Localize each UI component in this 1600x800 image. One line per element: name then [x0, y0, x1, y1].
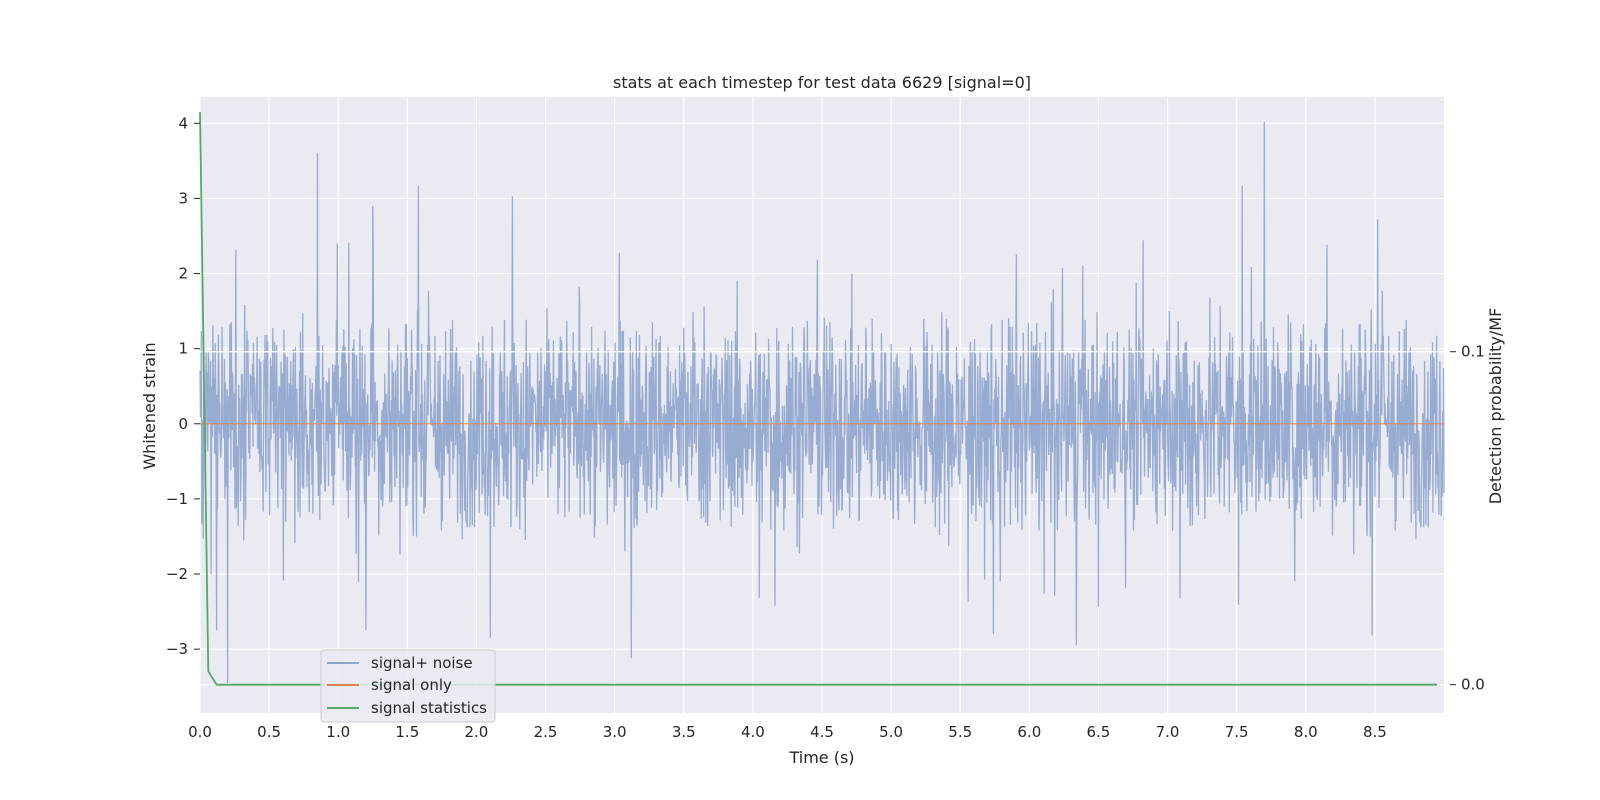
x-tick-label: 1.5	[395, 723, 419, 741]
x-tick-label: 6.5	[1087, 723, 1111, 741]
secondary-y-axis-title: Detection probability/MF	[1486, 308, 1505, 505]
y-tick-label: 0	[178, 415, 188, 433]
legend-label-signal-noise: signal+ noise	[371, 654, 473, 672]
x-axis-ticks: 0.0 0.5 1.0 1.5 2.0 2.5 3.0 3.5 4.0 4.5 5.0 5.5 6.0 6…	[188, 723, 1387, 741]
legend-box	[320, 649, 496, 723]
x-tick-label: 6.0	[1017, 723, 1041, 741]
x-tick-label: 7.5	[1225, 723, 1249, 741]
y-tick-label: −3	[166, 640, 188, 658]
secondary-y-tick-label: 0.1	[1461, 343, 1485, 361]
x-tick-label: 4.5	[810, 723, 834, 741]
y-axis-ticks: 4 3 2 1 0 −1 −2 −3	[166, 114, 200, 658]
y-axis-title: Whitened strain	[140, 342, 159, 469]
x-tick-label: 7.0	[1156, 723, 1180, 741]
x-tick-label: 3.0	[603, 723, 627, 741]
x-tick-label: 8.0	[1294, 723, 1318, 741]
chart-title: stats at each timestep for test data 662…	[613, 73, 1031, 92]
series-layer	[199, 121, 1445, 684]
legend-label-signal-statistics: signal statistics	[371, 699, 487, 717]
legend-label-signal-only: signal only	[371, 676, 452, 694]
y-tick-label: 1	[178, 340, 188, 358]
y-tick-label: −2	[166, 565, 188, 583]
x-tick-label: 2.0	[465, 723, 489, 741]
series-line-signal-noise	[199, 121, 1445, 684]
x-tick-label: 5.5	[948, 723, 972, 741]
y-tick-label: −1	[166, 490, 188, 508]
y-tick-label: 4	[178, 114, 188, 132]
x-tick-label: 2.5	[534, 723, 558, 741]
x-tick-label: 4.0	[741, 723, 765, 741]
x-tick-label: 3.5	[672, 723, 696, 741]
series-line-signal-statistics	[199, 111, 1438, 686]
y-tick-label: 2	[178, 265, 188, 283]
secondary-y-tick-label: 0.0	[1461, 676, 1485, 694]
x-axis-title: Time (s)	[788, 748, 854, 767]
x-tick-label: 8.5	[1363, 723, 1387, 741]
y-tick-label: 3	[178, 189, 188, 207]
legend: signal+ noise signal only signal statist…	[320, 649, 496, 723]
x-tick-label: 1.0	[326, 723, 350, 741]
secondary-y-axis-ticks: 0.1 0.0	[1450, 343, 1485, 694]
x-tick-label: 5.0	[879, 723, 903, 741]
stats-layer	[199, 111, 1438, 686]
x-tick-label: 0.5	[257, 723, 281, 741]
x-tick-label: 0.0	[188, 723, 212, 741]
